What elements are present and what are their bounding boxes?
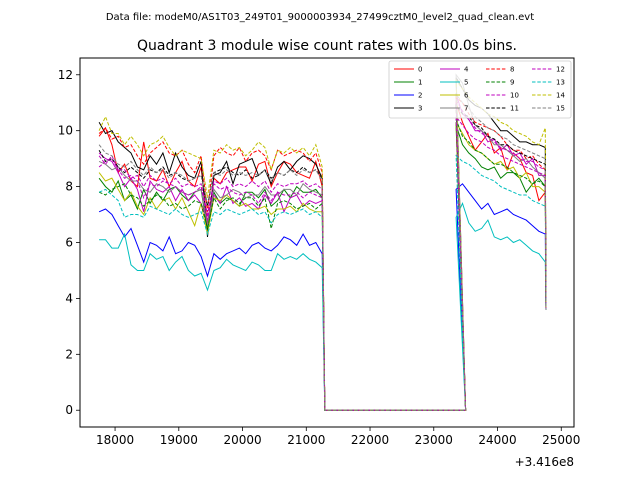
legend-label-5: 5: [464, 79, 468, 87]
series-line-13: [98, 154, 547, 411]
series-line-9: [98, 119, 547, 411]
legend-label-13: 13: [556, 79, 565, 87]
y-tick-label: 12: [58, 68, 73, 82]
legend-label-8: 8: [510, 66, 514, 74]
series-line-7: [98, 73, 547, 411]
series-line-4: [98, 94, 547, 411]
x-tick-label: 23000: [415, 433, 453, 447]
x-tick-label: 20000: [223, 433, 261, 447]
x-tick-label: 24000: [478, 433, 516, 447]
x-tick-label: 18000: [96, 433, 134, 447]
x-tick-label: 19000: [160, 433, 198, 447]
series-line-3: [98, 77, 547, 411]
legend-label-2: 2: [418, 92, 422, 100]
y-tick-label: 2: [65, 347, 73, 361]
axes-layer: 18000 19000 20000 21000 22000 23000 24000 25000…: [58, 57, 580, 447]
series-line-12: [98, 115, 547, 411]
series-line-10: [98, 99, 547, 411]
y-tick-label: 6: [65, 236, 73, 250]
series-line-2: [98, 183, 547, 411]
series-layer: [98, 73, 547, 411]
legend-label-3: 3: [418, 105, 422, 113]
legend-label-10: 10: [510, 92, 519, 100]
series-line-8: [98, 95, 547, 411]
x-tick-label: 22000: [351, 433, 389, 447]
y-tick-label: 0: [65, 403, 73, 417]
x-tick-label: 21000: [287, 433, 325, 447]
legend-label-7: 7: [464, 105, 468, 113]
legend-label-6: 6: [464, 92, 469, 100]
legend-frame: [388, 60, 572, 119]
x-tick-label: 25000: [542, 433, 580, 447]
chart-title: Quadrant 3 module wise count rates with …: [137, 38, 517, 54]
legend-label-14: 14: [556, 92, 565, 100]
legend-label-4: 4: [464, 66, 469, 74]
series-line-5: [99, 202, 547, 411]
y-tick-label: 8: [65, 180, 73, 194]
series-line-1: [98, 124, 547, 411]
legend-label-11: 11: [510, 105, 519, 113]
y-tick-label: 4: [65, 291, 73, 305]
suptitle: Data file: modeM0/AS1T03_249T01_90000039…: [106, 12, 534, 23]
legend-label-15: 15: [556, 105, 565, 113]
legend-label-9: 9: [510, 79, 514, 87]
legend-label-12: 12: [556, 66, 565, 74]
y-tick-label: 10: [58, 124, 73, 138]
series-line-15: [98, 92, 547, 411]
legend-label-1: 1: [418, 79, 422, 87]
legend-label-0: 0: [418, 66, 422, 74]
series-line-6: [98, 122, 547, 411]
x-offset-label: +3.416e8: [515, 455, 574, 469]
